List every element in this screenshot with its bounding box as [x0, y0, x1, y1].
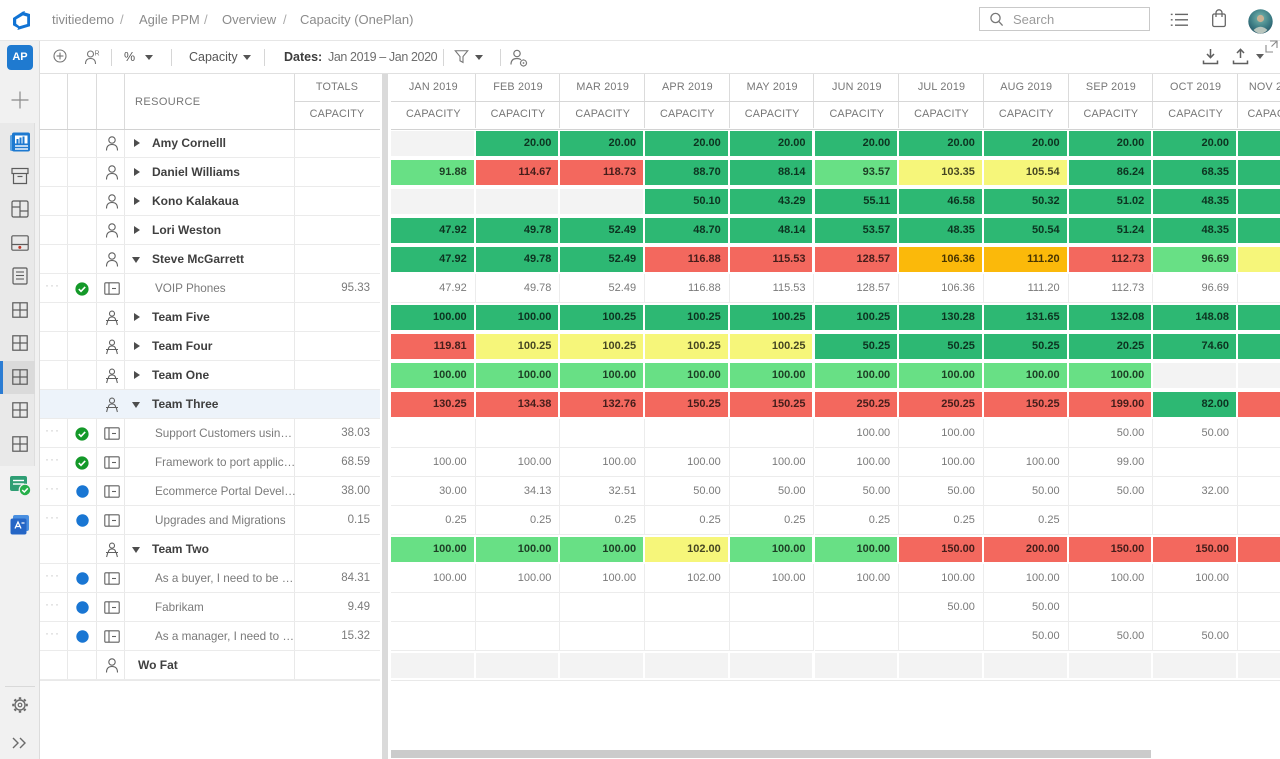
- svg-text:R: R: [95, 51, 100, 58]
